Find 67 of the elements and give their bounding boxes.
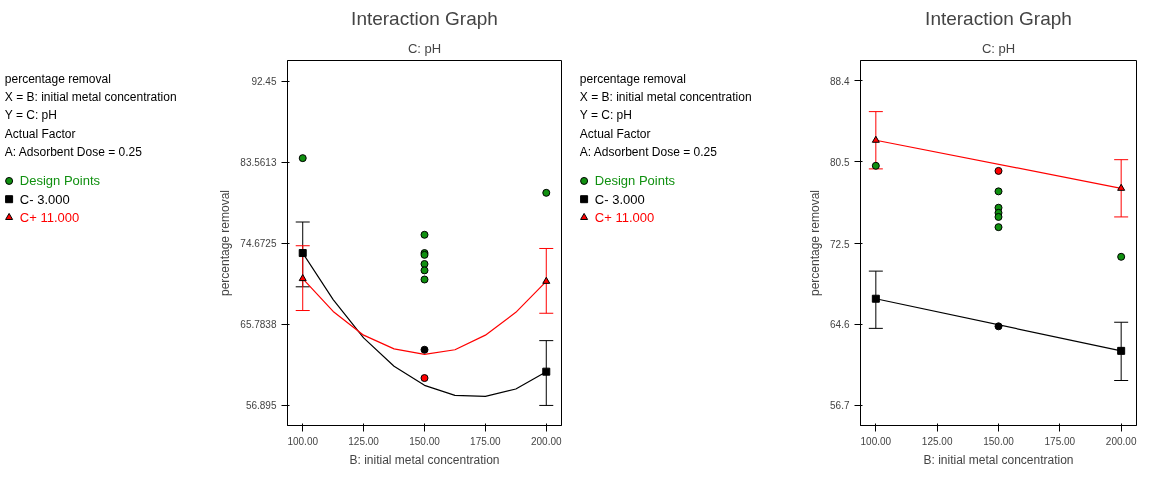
x-axis-title: B: initial metal concentration <box>923 452 1074 467</box>
y-axis-title: percentage removal <box>808 189 823 297</box>
x-tick-label: 150.00 <box>983 435 1015 447</box>
point <box>420 266 429 275</box>
point <box>542 367 551 376</box>
y-tick-label: 80.5 <box>830 156 850 168</box>
text: Y = C: pH <box>4 108 57 123</box>
text: Actual Factor <box>579 126 651 141</box>
legend-label: C+ 11.000 <box>19 209 80 225</box>
point <box>871 161 880 170</box>
text: X = B: initial metal concentration <box>4 90 177 104</box>
x-tick-label: 100.00 <box>287 435 319 447</box>
text: Y = C: pH <box>579 108 632 123</box>
point <box>420 230 429 239</box>
x-tick-label: 175.00 <box>1044 435 1076 447</box>
point <box>298 274 307 282</box>
legend-label: C- 3.000 <box>594 191 645 207</box>
chart-subtitle: C: pH <box>981 40 1016 56</box>
point <box>1117 252 1126 261</box>
point <box>420 275 429 284</box>
x-axis-title: B: initial metal concentration <box>349 452 500 467</box>
point <box>1117 346 1126 355</box>
legend-label: Design Points <box>19 173 101 189</box>
legend-label: Design Points <box>594 173 676 189</box>
chart-title: Interaction Graph <box>925 7 1072 29</box>
y-tick-label: 56.7 <box>830 400 850 412</box>
y-tick-label: 92.45 <box>251 76 277 88</box>
point <box>420 259 429 268</box>
legend-label: C- 3.000 <box>19 191 70 207</box>
point <box>871 135 880 143</box>
point <box>420 374 429 383</box>
y-tick-label: 83.5613 <box>240 157 277 169</box>
x-tick-label: 125.00 <box>348 435 380 447</box>
point <box>994 212 1003 221</box>
x-tick-label: 200.00 <box>1105 435 1137 447</box>
y-axis-title: percentage removal <box>218 189 233 297</box>
text: percentage removal <box>579 71 686 86</box>
point <box>542 276 551 284</box>
text: A: Adsorbent Dose = 0.25 <box>4 144 143 159</box>
x-tick-label: 100.00 <box>860 435 892 447</box>
point <box>298 154 307 163</box>
y-tick-label: 74.6725 <box>240 238 277 250</box>
point <box>994 187 1003 196</box>
y-tick-label: 72.5 <box>830 238 850 250</box>
point <box>994 223 1003 232</box>
x-tick-label: 175.00 <box>470 435 502 447</box>
point <box>871 294 880 303</box>
text: Actual Factor <box>4 126 76 141</box>
text: percentage removal <box>4 71 111 86</box>
y-tick-label: 56.895 <box>245 400 277 412</box>
x-tick-label: 200.00 <box>530 435 563 447</box>
point <box>420 345 429 354</box>
chart-subtitle: C: pH <box>407 40 442 56</box>
y-tick-label: 64.6 <box>830 319 850 331</box>
y-tick-label: 88.4 <box>830 75 850 87</box>
legend-label: C+ 11.000 <box>594 209 655 225</box>
chart-title: Interaction Graph <box>351 7 498 29</box>
x-tick-label: 150.00 <box>409 435 441 447</box>
point <box>298 249 307 258</box>
point <box>1117 183 1126 191</box>
x-tick-label: 125.00 <box>921 435 953 447</box>
point <box>542 188 551 197</box>
y-tick-label: 65.7838 <box>240 319 277 331</box>
point <box>994 322 1003 331</box>
text: A: Adsorbent Dose = 0.25 <box>579 144 718 159</box>
point <box>994 166 1003 175</box>
text: X = B: initial metal concentration <box>579 90 752 104</box>
